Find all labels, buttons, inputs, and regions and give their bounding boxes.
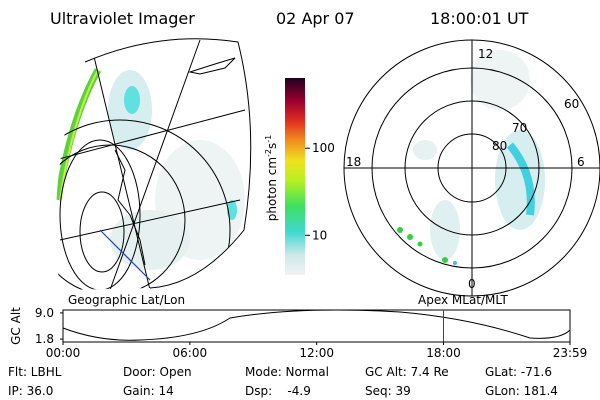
- info-field: Gain: 14: [123, 384, 174, 398]
- lat-label: 60: [564, 97, 579, 111]
- instrument: Ultraviolet Imager: [50, 9, 195, 28]
- info-field: Dsp: -4.9: [245, 384, 311, 398]
- right-label: Apex MLat/MLT: [418, 293, 508, 307]
- mlt-label: 6: [577, 155, 585, 169]
- colorbar-label: photon cm-2s-1: [264, 135, 279, 222]
- map-limb: [84, 38, 252, 289]
- coastline: [188, 57, 236, 75]
- x-tick-label: 00:00: [46, 346, 81, 360]
- y-tick-label: 1.8: [35, 332, 54, 346]
- polar-grid: [343, 39, 600, 297]
- y-tick-label: 9.0: [35, 306, 54, 320]
- x-tick-label: 06:00: [173, 346, 208, 360]
- colorbar-tick-label: 100: [312, 141, 335, 155]
- info-field: Door: Open: [123, 365, 192, 379]
- mlt-label: 0: [468, 277, 476, 291]
- y-label: GC Alt: [9, 307, 23, 345]
- info-field: GLat: -71.6: [485, 365, 552, 379]
- orbit-track: [62, 309, 571, 341]
- info-field: GC Alt: 7.4 Re: [365, 365, 449, 379]
- info-field: GLon: 181.4: [485, 384, 558, 398]
- lat-label: 80: [492, 139, 507, 153]
- lat-label: 70: [512, 121, 527, 135]
- timeline-box: [62, 309, 571, 343]
- info-field: Mode: Normal: [245, 365, 329, 379]
- polar-image: [397, 50, 545, 265]
- x-tick-label: 12:00: [299, 346, 334, 360]
- x-tick-label: 18:00: [426, 346, 461, 360]
- colorbar: [285, 78, 305, 275]
- info-field: IP: 36.0: [8, 384, 53, 398]
- colorbar-tick-label: 10: [312, 228, 327, 242]
- info-field: Seq: 39: [365, 384, 411, 398]
- x-tick-label: 23:59: [553, 346, 588, 360]
- mlt-label: 12: [478, 47, 493, 61]
- geographic-map: [55, 39, 246, 291]
- info-field: Flt: LBHL: [8, 365, 62, 379]
- left-label: Geographic Lat/Lon: [68, 293, 185, 307]
- mlt-label: 18: [346, 155, 361, 169]
- time: 18:00:01 UT: [430, 9, 529, 28]
- date: 02 Apr 07: [276, 9, 355, 28]
